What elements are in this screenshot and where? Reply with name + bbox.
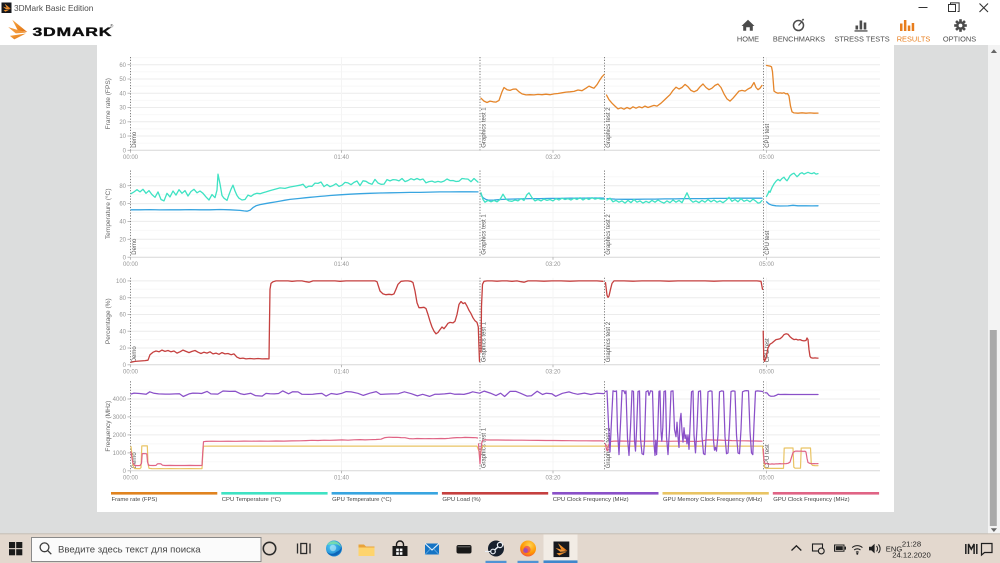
svg-text:Percentage (%): Percentage (%)	[105, 298, 112, 344]
svg-text:ENG: ENG	[886, 544, 903, 553]
svg-text:Graphics test 2: Graphics test 2	[606, 107, 612, 148]
svg-text:Graphics test 1: Graphics test 1	[482, 214, 488, 255]
svg-text:20: 20	[119, 120, 126, 126]
svg-text:03:20: 03:20	[545, 262, 561, 268]
svg-text:60: 60	[119, 63, 126, 69]
svg-text:GPU Clock Frequency (MHz): GPU Clock Frequency (MHz)	[773, 497, 849, 503]
svg-text:Graphics test 1: Graphics test 1	[482, 107, 488, 148]
svg-text:0: 0	[123, 469, 127, 475]
svg-text:20: 20	[119, 237, 126, 243]
svg-text:3DMARK: 3DMARK	[33, 26, 113, 39]
svg-text:40: 40	[119, 91, 126, 97]
svg-text:Demo: Demo	[132, 238, 138, 255]
svg-text:00:00: 00:00	[123, 155, 139, 161]
svg-text:05:00: 05:00	[759, 262, 775, 268]
svg-text:60: 60	[119, 202, 126, 208]
svg-text:Frame rate (FPS): Frame rate (FPS)	[105, 78, 112, 129]
svg-text:GPU Memory Clock Frequency (MH: GPU Memory Clock Frequency (MHz)	[663, 497, 762, 503]
svg-text:80: 80	[119, 184, 126, 190]
svg-text:CPU test: CPU test	[765, 230, 771, 254]
svg-text:Graphics test 2: Graphics test 2	[606, 321, 612, 362]
svg-text:05:00: 05:00	[759, 369, 775, 375]
svg-text:50: 50	[119, 77, 126, 83]
svg-text:Frame rate (FPS): Frame rate (FPS)	[112, 497, 158, 503]
svg-text:00:00: 00:00	[123, 262, 139, 268]
svg-text:0: 0	[123, 148, 127, 154]
svg-text:CPU Clock Frequency (MHz): CPU Clock Frequency (MHz)	[553, 497, 629, 503]
svg-text:GPU Load (%): GPU Load (%)	[442, 497, 480, 503]
svg-text:80: 80	[119, 296, 126, 302]
svg-text:Demo: Demo	[132, 131, 138, 148]
svg-text:Demo: Demo	[132, 452, 138, 469]
svg-text:20: 20	[119, 346, 126, 352]
svg-text:03:20: 03:20	[545, 155, 561, 161]
svg-text:05:00: 05:00	[759, 155, 775, 161]
svg-text:Frequency (MHz): Frequency (MHz)	[105, 401, 112, 452]
svg-text:2000: 2000	[113, 433, 127, 439]
svg-text:HOME: HOME	[737, 35, 759, 44]
svg-text:OPTIONS: OPTIONS	[943, 35, 976, 44]
svg-text:®: ®	[110, 23, 114, 29]
svg-text:1000: 1000	[113, 451, 127, 457]
svg-text:4000: 4000	[113, 397, 127, 403]
svg-text:40: 40	[119, 220, 126, 226]
svg-text:0: 0	[123, 363, 127, 369]
svg-text:00:00: 00:00	[123, 369, 139, 375]
svg-text:Temperature (°C): Temperature (°C)	[104, 188, 112, 239]
svg-text:3DMark Basic Edition: 3DMark Basic Edition	[14, 3, 94, 13]
svg-text:01:40: 01:40	[334, 369, 350, 375]
svg-text:RESULTS: RESULTS	[897, 35, 931, 44]
svg-text:60: 60	[119, 313, 126, 319]
svg-text:Graphics test 1: Graphics test 1	[482, 321, 488, 362]
svg-text:10: 10	[119, 134, 126, 140]
svg-text:21:28: 21:28	[902, 540, 921, 549]
svg-text:01:40: 01:40	[334, 155, 350, 161]
svg-text:Demo: Demo	[132, 346, 138, 363]
svg-text:40: 40	[119, 329, 126, 335]
svg-text:Graphics test 2: Graphics test 2	[606, 214, 612, 255]
svg-text:3000: 3000	[113, 415, 127, 421]
svg-text:GPU Temperature (°C): GPU Temperature (°C)	[332, 497, 392, 503]
svg-text:01:40: 01:40	[334, 475, 350, 481]
svg-text:Graphics test 2: Graphics test 2	[606, 427, 612, 468]
svg-text:30: 30	[119, 106, 126, 112]
svg-text:CPU test: CPU test	[765, 444, 771, 468]
svg-text:01:40: 01:40	[334, 262, 350, 268]
svg-text:STRESS TESTS: STRESS TESTS	[834, 35, 889, 44]
svg-text:03:20: 03:20	[545, 369, 561, 375]
svg-text:Введите здесь текст для поиска: Введите здесь текст для поиска	[58, 545, 201, 556]
svg-text:05:00: 05:00	[759, 475, 775, 481]
svg-text:BENCHMARKS: BENCHMARKS	[773, 35, 825, 44]
svg-text:00:00: 00:00	[123, 475, 139, 481]
svg-text:100: 100	[116, 279, 127, 285]
svg-text:0: 0	[123, 255, 127, 261]
svg-text:03:20: 03:20	[545, 475, 561, 481]
svg-text:CPU Temperature (°C): CPU Temperature (°C)	[222, 497, 281, 503]
svg-text:Graphics test 1: Graphics test 1	[482, 427, 488, 468]
svg-text:24.12.2020: 24.12.2020	[892, 551, 930, 560]
svg-text:CPU test: CPU test	[765, 123, 771, 147]
